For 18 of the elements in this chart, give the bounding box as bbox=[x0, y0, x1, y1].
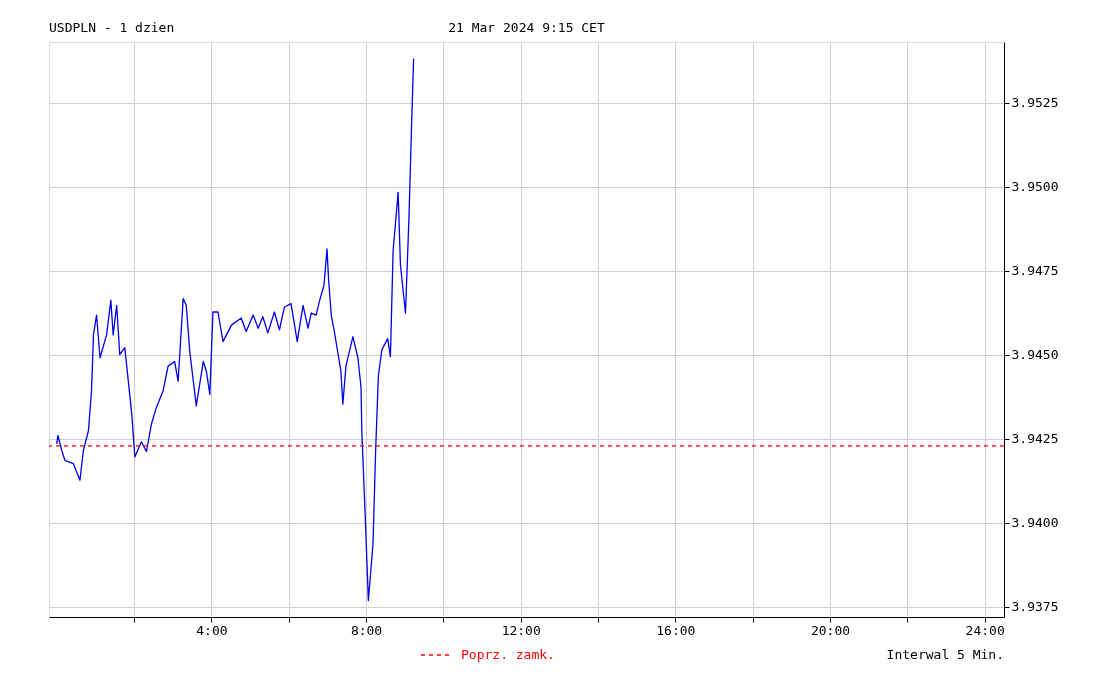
x-tick-label: 20:00 bbox=[810, 622, 851, 638]
x-tick-label: 16:00 bbox=[656, 622, 696, 638]
x-tick-label: 12:00 bbox=[501, 622, 541, 638]
y-tick-label: 3.9425 bbox=[1011, 431, 1059, 447]
x-tick-label: 8:00 bbox=[350, 622, 383, 638]
text: Interwal 5 Min. bbox=[886, 647, 1004, 662]
line-series bbox=[56, 57, 415, 602]
y-tick-label: 3.9375 bbox=[1011, 599, 1059, 615]
y-tick-label: 3.9450 bbox=[1011, 347, 1059, 363]
y-tick-label: 3.9475 bbox=[1011, 263, 1059, 279]
x-tick-label: 4:00 bbox=[196, 622, 228, 638]
chart-title: USDPLN - 1 dzien bbox=[49, 20, 175, 35]
legend-label: Poprz. zamk. bbox=[461, 647, 555, 662]
y-tick-label: 3.9400 bbox=[1011, 515, 1059, 531]
chart-subtitle: 21 Mar 2024 9:15 CET bbox=[448, 20, 605, 35]
y-tick-label: 3.9525 bbox=[1011, 95, 1059, 111]
y-tick-label: 3.9500 bbox=[1011, 179, 1059, 195]
x-tick-label: 24:00 bbox=[965, 622, 1005, 638]
